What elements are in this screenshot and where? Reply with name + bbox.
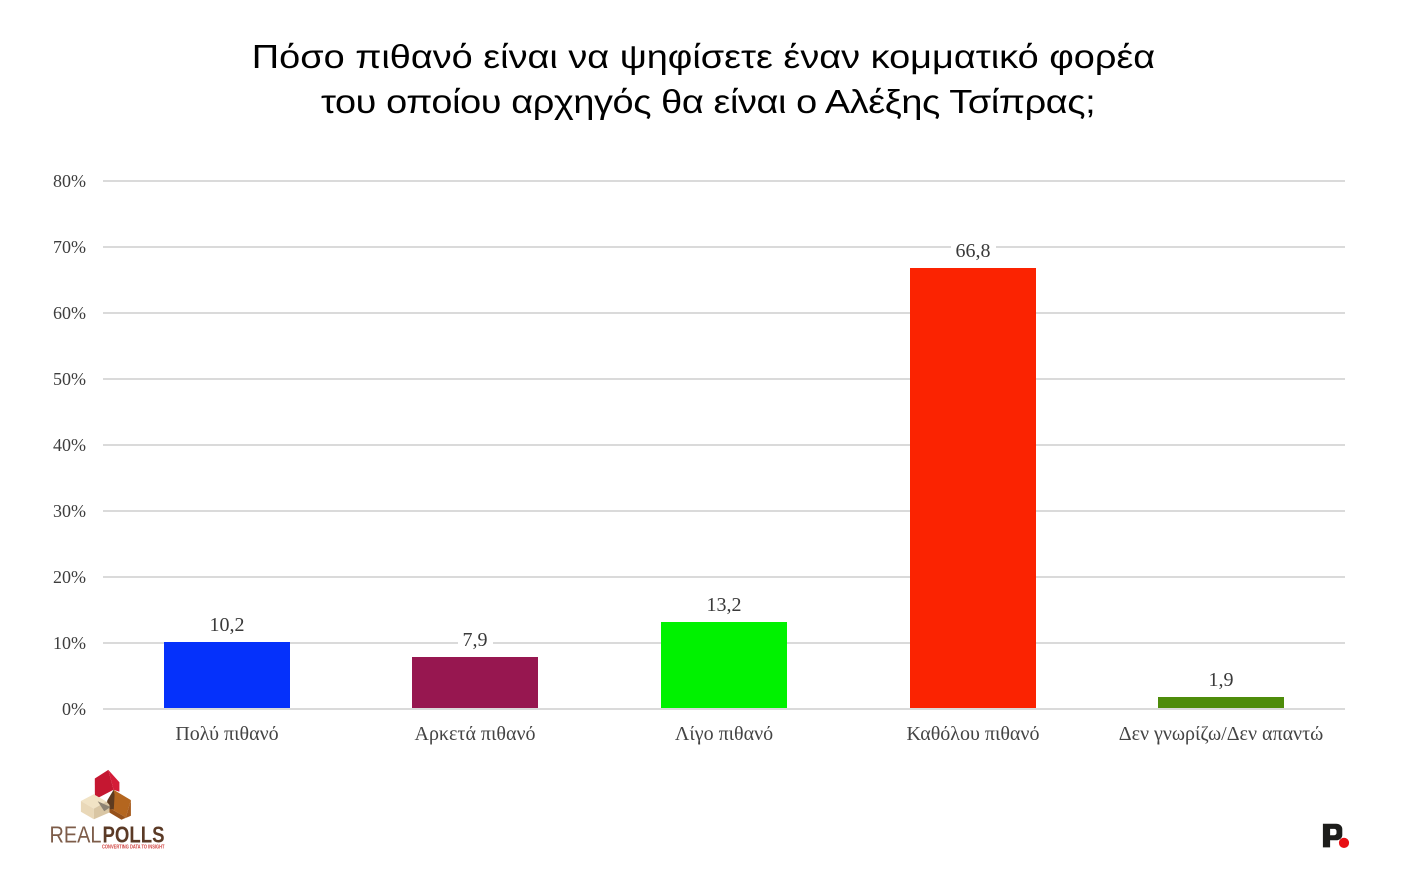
- svg-text:POLLS: POLLS: [103, 822, 165, 848]
- svg-text:CONVERTING DATA TO INSIGHT: CONVERTING DATA TO INSIGHT: [102, 845, 165, 851]
- svg-text:REAL: REAL: [50, 822, 102, 848]
